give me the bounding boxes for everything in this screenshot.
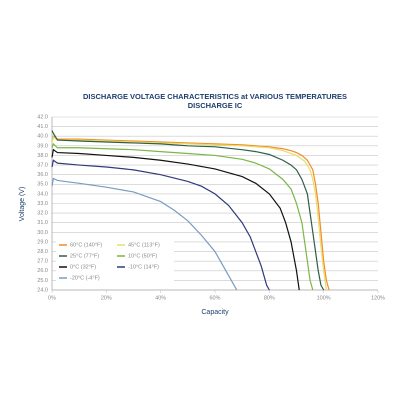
legend-label: 25°C (77°F) <box>70 253 99 259</box>
legend-label: -20°C (-4°F) <box>70 275 100 281</box>
y-tick-label: 41.0 <box>37 124 48 130</box>
series-line <box>51 177 238 291</box>
x-tick-label: 60% <box>209 295 220 301</box>
x-axis-title: Capacity <box>201 309 229 316</box>
y-tick-label: 26.0 <box>37 268 48 274</box>
y-tick-label: 39.0 <box>37 143 48 149</box>
series-line <box>51 135 330 291</box>
y-tick-label: 27.0 <box>37 259 48 265</box>
y-axis-title: Voltage (V) <box>19 187 26 222</box>
series-line <box>51 159 270 291</box>
y-tick-label: 29.0 <box>37 239 48 245</box>
chart-subtitle: DISCHARGE IC <box>188 101 243 110</box>
legend-box <box>56 239 174 285</box>
chart-title: DISCHARGE VOLTAGE CHARACTERISTICS at VAR… <box>83 92 347 101</box>
legend-label: 45°C (113°F) <box>128 242 160 248</box>
series-line <box>51 142 314 291</box>
legend-label: 10°C (50°F) <box>128 253 157 259</box>
x-tick-label: 80% <box>264 295 275 301</box>
y-tick-label: 37.0 <box>37 163 48 169</box>
series-line <box>51 148 300 291</box>
x-tick-label: 100% <box>317 295 331 301</box>
y-tick-label: 31.0 <box>37 220 48 226</box>
legend-label: 0°C (32°F) <box>70 264 96 270</box>
y-tick-label: 25.0 <box>37 278 48 284</box>
series-line <box>51 130 325 291</box>
y-tick-label: 40.0 <box>37 134 48 140</box>
y-tick-label: 34.0 <box>37 191 48 197</box>
x-tick-label: 0% <box>48 295 56 301</box>
x-tick-label: 40% <box>155 295 166 301</box>
x-tick-label: 120% <box>371 295 385 301</box>
y-tick-label: 35.0 <box>37 182 48 188</box>
x-tick-label: 20% <box>101 295 112 301</box>
y-tick-label: 28.0 <box>37 249 48 255</box>
series-line <box>51 136 327 291</box>
legend-label: 60°C (140°F) <box>70 242 102 248</box>
y-tick-label: 36.0 <box>37 172 48 178</box>
y-tick-label: 33.0 <box>37 201 48 207</box>
y-tick-label: 32.0 <box>37 211 48 217</box>
y-tick-label: 30.0 <box>37 230 48 236</box>
legend-label: -10°C (14°F) <box>128 264 159 270</box>
y-tick-label: 24.0 <box>37 287 48 293</box>
y-tick-label: 42.0 <box>37 114 48 120</box>
y-tick-label: 38.0 <box>37 153 48 159</box>
